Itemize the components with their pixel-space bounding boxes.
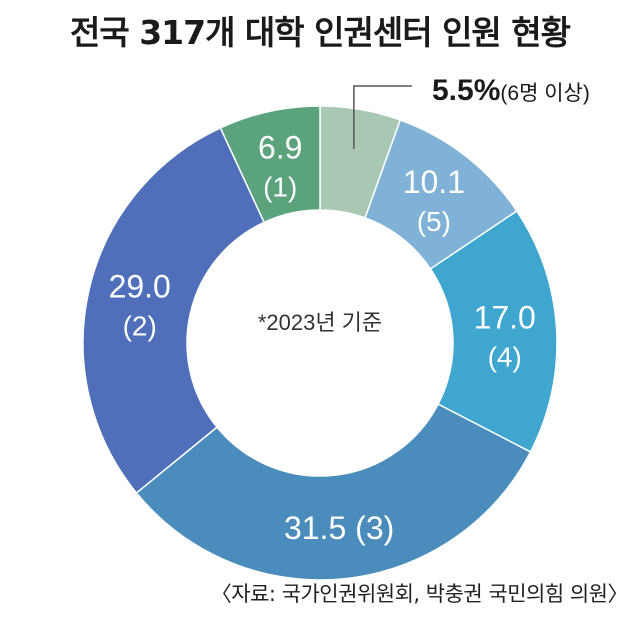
slice-value-label: 5.5%(6명 이상) (432, 74, 590, 107)
donut-slice-4 (82, 126, 266, 494)
slice-category-label-5: (1) (263, 171, 297, 202)
callout-line (353, 85, 412, 149)
donut-slice-5 (219, 105, 321, 224)
slice-label-3: 31.5 (3) (284, 510, 394, 546)
chart-title: 전국 317개 대학 인권센터 인원 현황 (69, 13, 571, 52)
slice-value-label-2: 17.0 (474, 300, 536, 336)
donut-slice-3 (135, 403, 532, 581)
donut-slices (82, 105, 558, 581)
slice-category-label-1: (5) (417, 206, 451, 237)
center-note: *2023년 기준 (258, 310, 382, 335)
slice-value-label-1: 10.1 (403, 164, 465, 200)
slice-category-label-4: (2) (123, 311, 157, 342)
source-note: 〈자료: 국가인권위원회, 박충권 국민의힘 의원〉 (210, 582, 629, 606)
slice-category-label: (6명 이상) (500, 82, 589, 105)
slice-category-label-2: (4) (488, 342, 522, 373)
slice-value-label-4: 29.0 (109, 269, 171, 305)
donut-slice-2 (429, 209, 558, 453)
slice-value-label-5: 6.9 (258, 129, 302, 165)
